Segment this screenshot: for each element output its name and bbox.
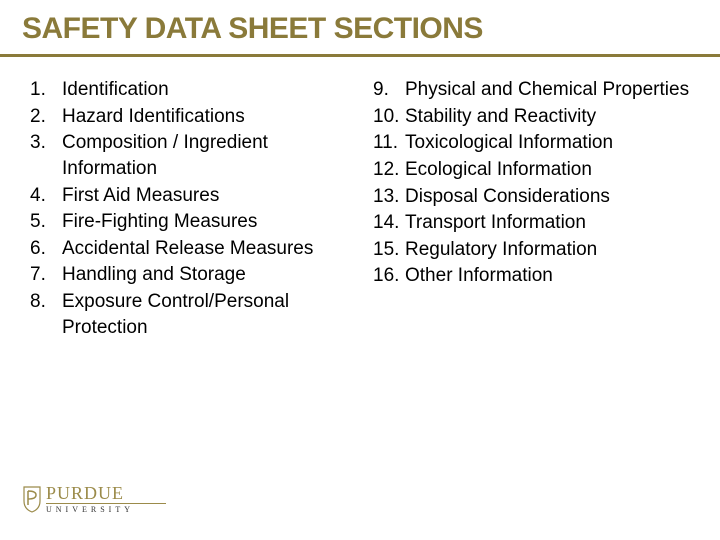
section-item: Ecological Information [373, 157, 698, 183]
section-item: Physical and Chemical Properties [373, 77, 698, 103]
logo-text: PURDUE UNIVERSITY [46, 484, 166, 514]
section-item: Regulatory Information [373, 237, 698, 263]
logo-name: PURDUE [46, 484, 166, 502]
section-item: Transport Information [373, 210, 698, 236]
section-item: Other Information [373, 263, 698, 289]
sections-list-left: IdentificationHazard IdentificationsComp… [30, 77, 355, 340]
section-item: Toxicological Information [373, 130, 698, 156]
logo-divider [46, 503, 166, 504]
section-item: Handling and Storage [30, 262, 355, 288]
section-item: Identification [30, 77, 355, 103]
section-item: Accidental Release Measures [30, 236, 355, 262]
section-item: Stability and Reactivity [373, 104, 698, 130]
purdue-shield-icon [22, 485, 42, 513]
right-column: Physical and Chemical PropertiesStabilit… [373, 77, 698, 341]
section-item: Composition / Ingredient Information [30, 130, 355, 181]
left-column: IdentificationHazard IdentificationsComp… [30, 77, 355, 341]
section-item: First Aid Measures [30, 183, 355, 209]
section-item: Exposure Control/Personal Protection [30, 289, 355, 340]
title-bar: SAFETY DATA SHEET SECTIONS [0, 0, 720, 57]
section-item: Hazard Identifications [30, 104, 355, 130]
slide-title: SAFETY DATA SHEET SECTIONS [22, 12, 698, 46]
sections-list-right: Physical and Chemical PropertiesStabilit… [373, 77, 698, 289]
section-item: Fire-Fighting Measures [30, 209, 355, 235]
section-item: Disposal Considerations [373, 184, 698, 210]
content-area: IdentificationHazard IdentificationsComp… [0, 57, 720, 341]
logo-subtitle: UNIVERSITY [46, 506, 166, 514]
purdue-logo: PURDUE UNIVERSITY [22, 484, 166, 514]
